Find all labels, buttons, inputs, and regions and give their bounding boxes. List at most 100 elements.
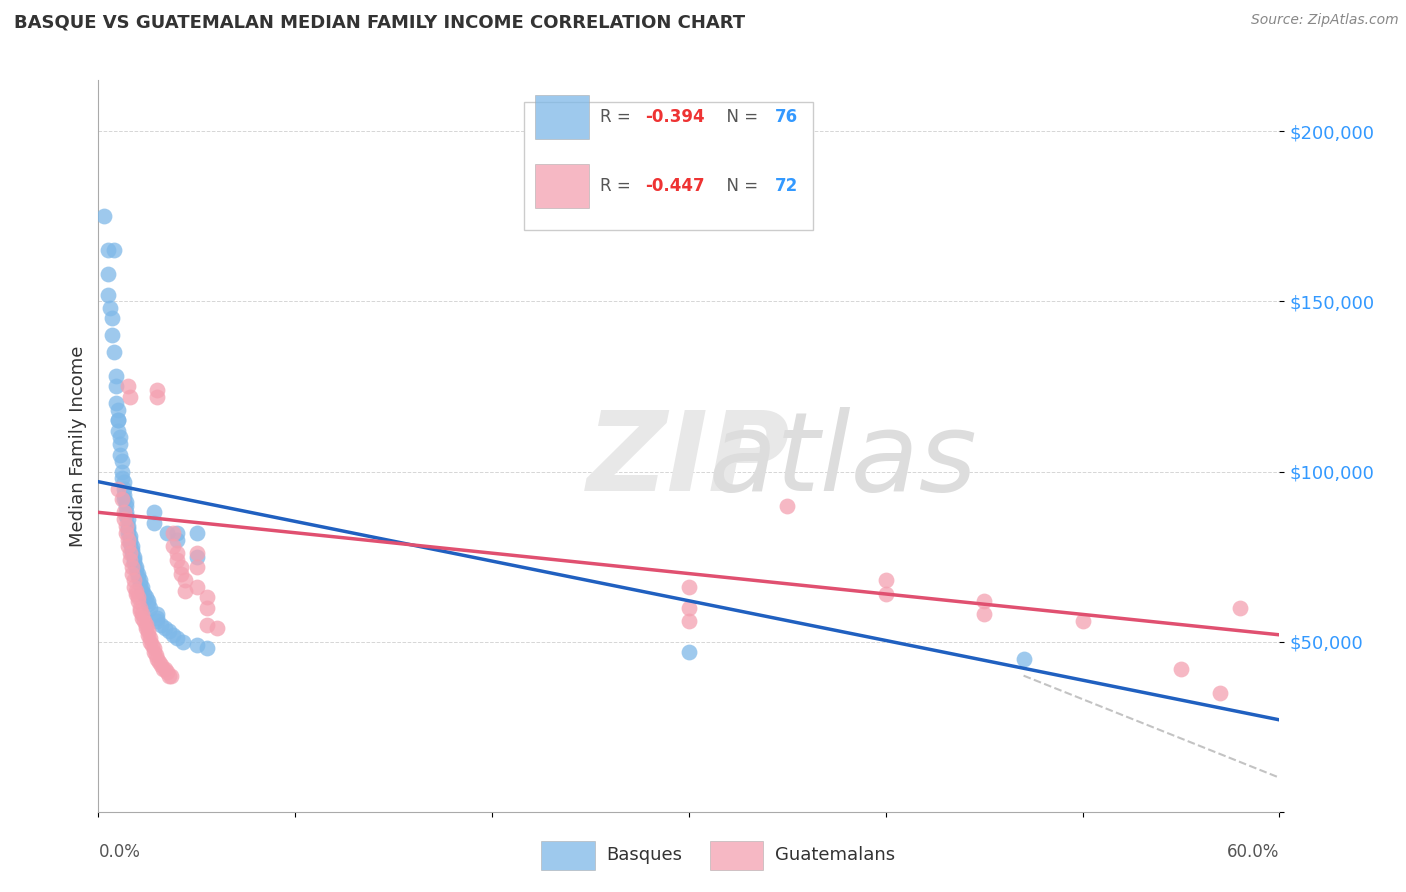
Point [875,574,897,588]
Point [156,525,179,540]
Point [146,383,169,397]
Point [136,597,159,611]
Point [125,583,148,598]
Point [152,662,174,676]
Point [121,559,143,574]
Point [146,611,169,625]
Text: 0.0%: 0.0% [98,843,141,861]
Point [125,563,148,577]
Y-axis label: Median Family Income: Median Family Income [69,345,87,547]
Text: N =: N = [716,178,763,195]
Text: R =: R = [600,178,637,195]
Point [157,668,180,682]
Point [121,540,143,554]
Point [132,614,155,628]
Point [135,621,157,635]
Point [105,379,128,393]
Point [112,475,135,489]
Point [142,641,165,656]
Point [875,587,897,601]
Point [118,390,141,404]
Text: Basques: Basques [606,847,682,864]
Point [122,574,145,588]
Point [103,345,125,359]
Point [103,244,125,258]
Point [150,617,173,632]
Point [135,617,157,632]
Point [132,587,155,601]
Point [131,607,153,622]
Point [118,536,141,550]
Point [128,574,150,588]
Text: Source: ZipAtlas.com: Source: ZipAtlas.com [1251,13,1399,28]
Point [101,311,124,326]
Point [195,591,218,605]
Point [678,580,700,594]
Point [128,576,150,591]
Point [157,624,180,639]
Point [131,580,153,594]
Point [186,638,208,652]
Point [195,641,218,656]
Text: 72: 72 [775,178,799,195]
Point [186,580,208,594]
Point [111,454,134,468]
Point [97,244,120,258]
Point [97,267,120,281]
Point [115,508,138,523]
Point [105,369,128,384]
Point [160,668,183,682]
Point [973,607,995,622]
Point [125,559,148,574]
Point [115,505,138,519]
Point [111,491,134,506]
Point [162,540,184,554]
Point [127,570,149,584]
Point [1170,662,1192,676]
Point [678,614,700,628]
Point [678,645,700,659]
Point [186,525,208,540]
Point [108,437,131,451]
Point [138,600,160,615]
Text: ZIP: ZIP [588,407,790,514]
Point [146,614,169,628]
Point [174,574,197,588]
Point [973,594,995,608]
Point [136,624,159,639]
Point [122,557,145,571]
Point [186,559,208,574]
Point [148,655,170,669]
Point [142,505,165,519]
Point [145,648,167,663]
Point [141,638,163,652]
Point [115,519,138,533]
Text: Guatemalans: Guatemalans [775,847,894,864]
Point [101,328,124,343]
Point [195,617,218,632]
Point [93,210,115,224]
Point [117,525,139,540]
Point [146,607,169,622]
Point [112,491,135,506]
Point [138,631,160,645]
Point [128,604,150,618]
Point [117,540,139,554]
Point [146,651,169,665]
Point [131,583,153,598]
Point [117,512,139,526]
Point [127,566,149,581]
Point [122,549,145,564]
FancyBboxPatch shape [536,164,589,209]
Point [118,553,141,567]
Point [112,482,135,496]
Text: -0.447: -0.447 [645,178,704,195]
Point [115,499,138,513]
Point [142,516,165,530]
Point [156,665,179,680]
Point [117,379,139,393]
Text: N =: N = [716,108,763,126]
Point [107,413,129,427]
Point [131,611,153,625]
Point [105,396,128,410]
